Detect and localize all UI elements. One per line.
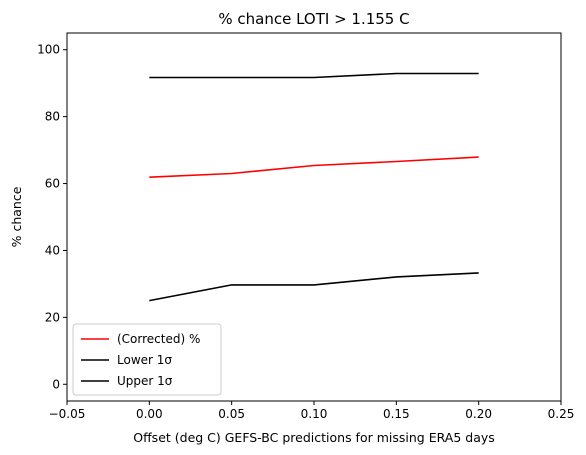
y-axis-ticks: 0 20 40 60 80 100 — [37, 43, 67, 391]
y-tick-label: 80 — [45, 110, 60, 124]
x-axis-label: Offset (deg C) GEFS-BC predictions for m… — [133, 430, 495, 445]
y-axis-label: % chance — [9, 186, 24, 247]
y-tick-label: 100 — [37, 43, 60, 57]
plot-frame — [66, 32, 562, 402]
series-line-0 — [149, 156, 479, 178]
series-line-2 — [149, 72, 479, 79]
x-axis-ticks: −0.05 0.00 0.05 0.10 0.15 0.20 0.25 — [49, 401, 575, 421]
y-tick-label: 60 — [45, 177, 60, 191]
x-tick-label: 0.00 — [136, 407, 163, 421]
y-tick-label: 0 — [52, 377, 60, 391]
legend-label: Lower 1σ — [117, 353, 172, 367]
y-tick-label: 20 — [45, 310, 60, 324]
x-tick-label: 0.05 — [218, 407, 245, 421]
legend-label: Upper 1σ — [117, 374, 173, 388]
series-line-1 — [149, 272, 479, 302]
series-lines — [149, 72, 479, 302]
legend-box — [72, 323, 222, 396]
y-tick-label: 40 — [45, 243, 60, 257]
legend: (Corrected) % Lower 1σ Upper 1σ — [72, 323, 222, 396]
x-tick-label: 0.15 — [383, 407, 410, 421]
chart-title: % chance LOTI > 1.155 C — [218, 10, 409, 28]
x-tick-label: −0.05 — [49, 407, 86, 421]
legend-label: (Corrected) % — [117, 332, 200, 346]
x-tick-label: 0.20 — [465, 407, 492, 421]
x-tick-label: 0.25 — [548, 407, 575, 421]
x-tick-label: 0.10 — [301, 407, 328, 421]
